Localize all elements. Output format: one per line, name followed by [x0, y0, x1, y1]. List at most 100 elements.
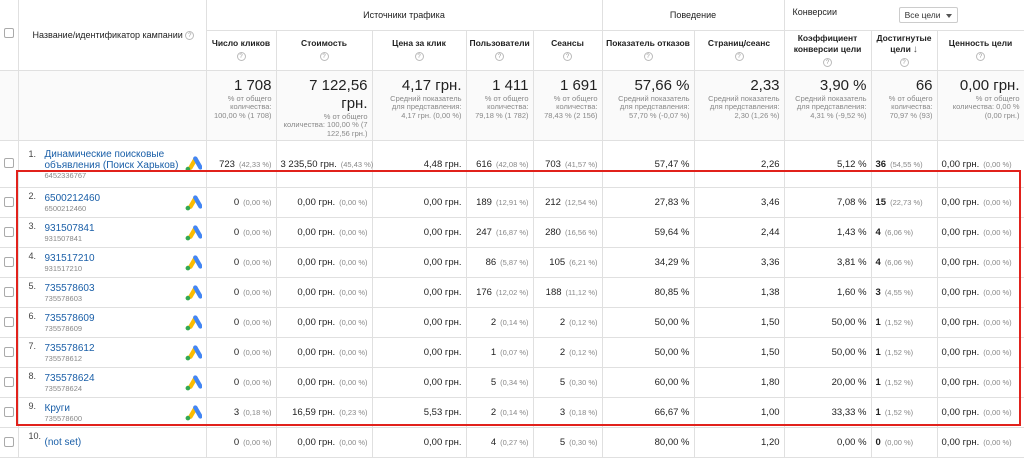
campaign-cell: 9. Круги 735578600 [18, 397, 207, 428]
help-icon[interactable]: ? [414, 52, 424, 62]
column-header-3[interactable]: Пользователи? [466, 30, 534, 71]
row-checkbox[interactable] [3, 346, 14, 357]
column-header-2[interactable]: Цена за клик? [372, 30, 467, 71]
total-cell-8: 66% от общего количества: 70,97 % (93) [871, 70, 938, 141]
total-cell-2: 4,17 грн. Средний показатель для представ… [372, 70, 467, 141]
campaign-link[interactable]: 931517210 [44, 252, 95, 264]
row-checkbox-cell [0, 247, 19, 278]
help-icon[interactable]: ? [236, 52, 246, 62]
campaign-link[interactable]: (not set) [44, 437, 82, 448]
column-header-9[interactable]: Ценность цели? [937, 30, 1024, 71]
pages-cell: 1,20 [694, 427, 785, 458]
column-header-0[interactable]: Число кликов? [206, 30, 277, 71]
total-cell-5: 57,66 % Средний показатель для представле… [602, 70, 695, 141]
row-checkbox[interactable] [3, 226, 14, 237]
conversion-rate-cell: 7,08 % [784, 187, 872, 218]
row-number: 8. [28, 371, 37, 381]
total-note: % от общего количества: 100,00 % (1 708) [213, 93, 272, 120]
goal-value-cell: 0,00 грн. (0,00 %) [937, 187, 1024, 218]
help-icon[interactable]: ? [319, 52, 329, 62]
row-checkbox[interactable] [3, 376, 14, 387]
cpc-cell: 0,00 грн. [372, 427, 467, 458]
bounce-cell: 34,29 % [602, 247, 695, 278]
google-ads-icon [185, 404, 202, 420]
campaign-link[interactable]: 6500212460 [44, 192, 101, 204]
row-checkbox-cell [0, 307, 19, 338]
help-icon[interactable]: ? [734, 52, 744, 62]
goal-value-cell: 0,00 грн. (0,00 %) [937, 427, 1024, 458]
google-ads-icon [185, 224, 202, 240]
select-all-checkbox[interactable] [3, 28, 14, 38]
sessions-cell: 2 (0,12 %) [533, 337, 603, 368]
column-header-4[interactable]: Сеансы? [533, 30, 603, 71]
total-value: 2,33 [750, 76, 780, 94]
total-cell-0: 1 708% от общего количества: 100,00 % (1… [206, 70, 277, 141]
campaign-link[interactable]: Круги [44, 402, 71, 414]
help-icon[interactable]: ? [899, 57, 909, 67]
clicks-cell: 0 (0,00 %) [206, 367, 277, 398]
goal-select[interactable]: Все цели [898, 6, 958, 23]
clicks-cell: 0 (0,00 %) [206, 307, 277, 338]
sort-desc-icon[interactable]: ↓ [912, 43, 918, 55]
cpc-cell: 0,00 грн. [372, 337, 467, 368]
users-cell: 2 (0,14 %) [466, 397, 534, 428]
total-note: % от общего количества: 70,97 % (93) [888, 93, 933, 120]
campaign-link[interactable]: 735578609 [44, 312, 95, 324]
goals-cell: 36 (54,55 %) [871, 140, 938, 188]
row-checkbox[interactable] [3, 256, 14, 267]
clicks-cell: 0 (0,00 %) [206, 427, 277, 458]
conversion-rate-cell: 1,43 % [784, 217, 872, 248]
table-row: 7. 735578612 735578612 0 (0,00 %) 0,00 грн. (0… [0, 337, 1024, 368]
help-icon[interactable]: ? [643, 52, 653, 62]
help-icon[interactable]: ? [823, 57, 833, 67]
column-header-6[interactable]: Страниц/сеанс? [694, 30, 785, 71]
column-header-1[interactable]: Стоимость? [276, 30, 373, 71]
row-checkbox[interactable] [3, 158, 14, 168]
total-note: Средний показатель для представления: 4,… [795, 93, 867, 120]
cpc-cell: 4,48 грн. [372, 140, 467, 188]
clicks-cell: 723 (42,33 %) [206, 140, 277, 188]
row-number: 4. [28, 251, 37, 261]
bounce-cell: 50,00 % [602, 337, 695, 368]
column-header-8[interactable]: Достигнутые цели ↓? [871, 30, 938, 71]
goal-value-cell: 0,00 грн. (0,00 %) [937, 140, 1024, 188]
sessions-cell: 5 (0,30 %) [533, 427, 603, 458]
behavior-group: Поведение [602, 0, 785, 31]
help-icon[interactable]: ? [495, 52, 504, 62]
campaign-id: 931517210 [44, 263, 83, 273]
help-icon[interactable]: ? [185, 30, 195, 40]
campaign-column-header[interactable]: Название/идентификатор кампании ? [18, 0, 207, 71]
campaign-cell: 8. 735578624 735578624 [18, 367, 207, 398]
row-checkbox[interactable] [3, 436, 14, 447]
help-icon[interactable]: ? [976, 52, 986, 62]
row-checkbox[interactable] [3, 286, 14, 297]
campaign-link[interactable]: 735578624 [44, 372, 95, 384]
help-icon[interactable]: ? [563, 52, 572, 62]
cost-cell: 0,00 грн. (0,00 %) [276, 367, 373, 398]
row-checkbox-cell [0, 217, 19, 248]
users-cell: 189 (12,91 %) [466, 187, 534, 218]
campaign-link[interactable]: 931507841 [44, 222, 95, 234]
column-header-7[interactable]: Коэффициент конверсии цели? [784, 30, 872, 71]
google-ads-icon [185, 194, 202, 210]
pages-cell: 3,46 [694, 187, 785, 218]
campaign-link[interactable]: 735578603 [44, 282, 95, 294]
campaign-cell: 3. 931507841 931507841 [18, 217, 207, 248]
campaign-link[interactable]: Динамические поисковые объявления (Поиск… [44, 148, 179, 171]
row-checkbox-cell [0, 140, 19, 188]
row-checkbox[interactable] [3, 196, 14, 207]
conversion-rate-cell: 0,00 % [784, 427, 872, 458]
conversion-rate-cell: 3,81 % [784, 247, 872, 278]
campaign-link[interactable]: 735578612 [44, 342, 95, 354]
clicks-cell: 0 (0,00 %) [206, 187, 277, 218]
row-checkbox[interactable] [3, 316, 14, 327]
goal-value-cell: 0,00 грн. (0,00 %) [937, 307, 1024, 338]
totals-label-cell [18, 70, 207, 141]
column-header-5[interactable]: Показатель отказов? [602, 30, 695, 71]
row-checkbox[interactable] [3, 406, 14, 417]
total-note: % от общего количества: 79,18 % (1 782) [475, 93, 529, 120]
conversion-rate-cell: 5,12 % [784, 140, 872, 188]
cost-cell: 0,00 грн. (0,00 %) [276, 217, 373, 248]
cost-cell: 16,59 грн. (0,23 %) [276, 397, 373, 428]
total-cell-9: 0,00 грн.% от общего количества: 0,00 % … [937, 70, 1024, 141]
